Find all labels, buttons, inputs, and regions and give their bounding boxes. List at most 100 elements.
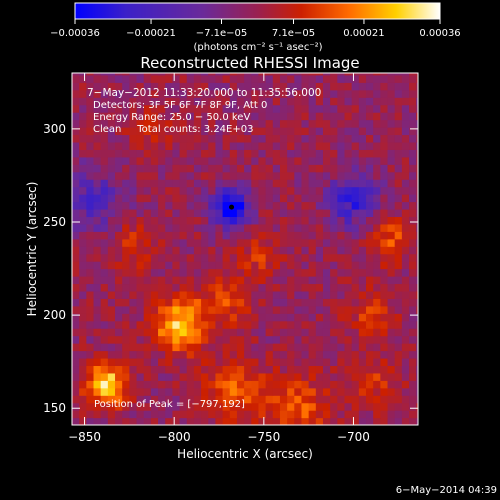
heatmap-cell <box>265 410 274 419</box>
heatmap-cell <box>351 268 360 277</box>
x-tick-label: −750 <box>247 430 280 444</box>
heatmap-cell <box>287 164 295 173</box>
heatmap-cell <box>179 238 188 247</box>
heatmap-cell <box>322 290 331 299</box>
heatmap-cell <box>208 141 217 150</box>
heatmap-cell <box>409 372 417 381</box>
heatmap-cell <box>244 74 252 83</box>
heatmap-cell <box>179 134 188 143</box>
heatmap-cell <box>358 276 367 285</box>
heatmap-cell <box>322 231 331 240</box>
heatmap-cell <box>409 410 417 419</box>
heatmap-cell <box>115 268 123 277</box>
heatmap-cell <box>373 328 381 337</box>
heatmap-cell <box>79 186 87 195</box>
heatmap-cell <box>344 231 353 240</box>
heatmap-cell <box>193 417 202 425</box>
heatmap-cell <box>179 417 188 425</box>
heatmap-cell <box>380 380 389 389</box>
heatmap-cell <box>287 216 295 225</box>
heatmap-cell <box>251 335 260 344</box>
heatmap-cell <box>72 194 80 203</box>
heatmap-cell <box>122 402 130 411</box>
heatmap-cell <box>373 313 381 322</box>
heatmap-cell <box>401 387 410 396</box>
heatmap-cell <box>373 387 381 396</box>
heatmap-cell <box>416 305 418 314</box>
heatmap-cell <box>93 328 102 337</box>
heatmap-cell <box>366 231 374 240</box>
heatmap-cell <box>301 149 310 158</box>
heatmap-cell <box>279 156 288 165</box>
heatmap-cell <box>366 276 374 285</box>
heatmap-cell <box>244 164 252 173</box>
heatmap-cell <box>129 357 138 367</box>
heatmap-cell <box>244 276 252 285</box>
heatmap-cell <box>294 387 303 396</box>
heatmap-cell <box>244 82 252 91</box>
heatmap-cell <box>344 402 353 411</box>
heatmap-cell <box>373 156 381 165</box>
heatmap-cell <box>158 305 166 314</box>
heatmap-cell <box>251 246 260 255</box>
heatmap-cell <box>229 179 238 188</box>
heatmap-cell <box>401 372 410 381</box>
heatmap-cell <box>416 201 418 210</box>
heatmap-cell <box>330 320 338 329</box>
heatmap-cell <box>401 417 410 425</box>
heatmap-cell <box>158 246 166 255</box>
heatmap-cell <box>100 328 109 337</box>
heatmap-cell <box>287 276 295 285</box>
heatmap-cell <box>244 417 252 425</box>
heatmap-cell <box>251 74 260 83</box>
heatmap-cell <box>122 238 130 247</box>
heatmap-cell <box>287 223 295 232</box>
heatmap-cell <box>294 276 303 285</box>
heatmap-cell <box>158 186 166 195</box>
heatmap-cell <box>79 402 87 411</box>
heatmap-cell <box>100 127 109 136</box>
heatmap-cell <box>315 283 324 292</box>
heatmap-cell <box>265 201 274 210</box>
heatmap-cell <box>186 171 195 180</box>
heatmap-cell <box>322 276 331 285</box>
heatmap-cell <box>244 365 252 374</box>
heatmap-cell <box>150 149 159 158</box>
heatmap-cell <box>179 74 188 83</box>
heatmap-cell <box>86 89 95 98</box>
heatmap-cell <box>344 164 353 173</box>
heatmap-cell <box>344 253 353 262</box>
heatmap-cell <box>136 313 145 322</box>
heatmap-cell <box>208 149 217 158</box>
heatmap-cell <box>186 149 195 158</box>
heatmap-cell <box>272 149 281 158</box>
heatmap-cell <box>93 127 102 136</box>
heatmap-cell <box>143 305 152 314</box>
heatmap-cell <box>258 73 267 76</box>
heatmap-cell <box>236 179 245 188</box>
heatmap-cell <box>150 104 159 113</box>
heatmap-cell <box>258 328 267 337</box>
heatmap-cell <box>294 365 303 374</box>
heatmap-cell <box>394 246 403 255</box>
heatmap-cell <box>366 186 374 195</box>
heatmap-cell <box>93 97 102 106</box>
heatmap-cell <box>244 335 252 344</box>
heatmap-cell <box>129 238 138 247</box>
heatmap-cell <box>272 298 281 307</box>
heatmap-cell <box>387 395 396 404</box>
heatmap-cell <box>287 387 295 396</box>
heatmap-cell <box>158 73 166 76</box>
heatmap-cell <box>179 343 188 352</box>
heatmap-cell <box>409 186 417 195</box>
heatmap-cell <box>330 395 338 404</box>
heatmap-cell <box>107 298 116 307</box>
heatmap-cell <box>279 194 288 203</box>
heatmap-cell <box>279 73 288 76</box>
x-tick-label: −700 <box>337 430 370 444</box>
heatmap-cell <box>86 395 95 404</box>
heatmap-cell <box>330 216 338 225</box>
heatmap-cell <box>358 73 367 76</box>
heatmap-cell <box>229 82 238 91</box>
heatmap-cell <box>215 186 224 195</box>
